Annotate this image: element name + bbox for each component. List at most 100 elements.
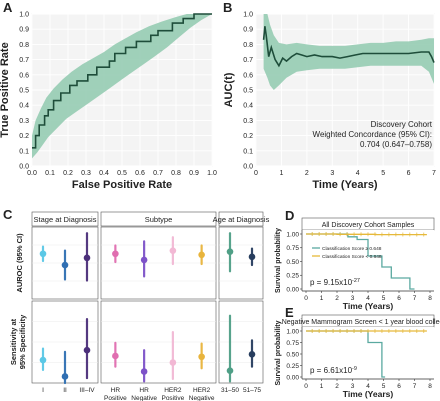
x-tick-label: 7 bbox=[413, 295, 417, 302]
y-tick-label: 0.9 bbox=[19, 27, 29, 34]
x-tick-label: 0.7 bbox=[153, 170, 163, 177]
y-tick-label: 0.75 bbox=[286, 245, 299, 252]
x-tick-label: 0.6 bbox=[135, 170, 145, 177]
y-tick-label: 0.5 bbox=[19, 88, 29, 95]
category-label: Negative bbox=[189, 395, 215, 401]
y-tick-label: 0.4 bbox=[243, 103, 253, 110]
panel-letter-d: D bbox=[285, 208, 294, 223]
data-point bbox=[112, 352, 119, 360]
category-label: HR bbox=[139, 387, 149, 394]
curve-B bbox=[262, 26, 435, 68]
p-value: p = 6.61x10-9 bbox=[310, 366, 357, 375]
category-label: I bbox=[42, 387, 44, 394]
x-tick-label: 0 bbox=[304, 295, 308, 302]
x-tick-label: 8 bbox=[428, 295, 432, 302]
category-label: HR bbox=[111, 387, 121, 394]
x-tick-label: 4 bbox=[366, 383, 370, 390]
data-point bbox=[248, 253, 256, 261]
data-point bbox=[39, 356, 47, 364]
facet-title: Age at Diagnosis bbox=[213, 215, 270, 224]
y-tick-label: 0.0 bbox=[19, 164, 29, 171]
x-tick-label: 0.1 bbox=[45, 170, 55, 177]
facet-title: Subtype bbox=[145, 215, 173, 224]
facet-title: Stage at Diagnosis bbox=[34, 215, 97, 224]
category-label: 31–50 bbox=[221, 387, 239, 394]
data-point bbox=[61, 261, 69, 269]
survival-title: All Discovery Cohort Samples bbox=[322, 222, 415, 229]
p-value: p = 9.15x10-27 bbox=[310, 278, 360, 287]
data-point bbox=[112, 250, 119, 258]
data-point bbox=[140, 256, 148, 264]
x-tick-label: 3 bbox=[351, 383, 355, 390]
data-point bbox=[83, 346, 91, 354]
y-tick-label: 0.25 bbox=[286, 363, 299, 370]
x-tick-label: 6 bbox=[407, 170, 411, 177]
y-axis-label: Survival probability bbox=[275, 228, 282, 293]
y-tick-label: 0.00 bbox=[286, 374, 299, 381]
x-axis-label: Time (Years) bbox=[343, 389, 394, 399]
y-axis-label-sensitivity: Sensitivity at bbox=[9, 318, 18, 365]
category-label: II bbox=[63, 387, 67, 394]
x-tick-label: 5 bbox=[382, 383, 386, 390]
category-label: Positive bbox=[161, 395, 184, 401]
p-value-exponent: -27 bbox=[352, 278, 360, 284]
annotation-line: Discovery Cohort bbox=[371, 120, 433, 129]
y-tick-label: 0.2 bbox=[19, 133, 29, 140]
y-tick-label: 0.0 bbox=[243, 164, 253, 171]
y-tick-label: 0.3 bbox=[19, 118, 29, 125]
y-tick-label: 0.7 bbox=[243, 57, 253, 64]
x-tick-label: 4 bbox=[366, 295, 370, 302]
x-tick-label: 7 bbox=[432, 170, 436, 177]
y-tick-label: 1.00 bbox=[286, 231, 299, 238]
x-tick-label: 5 bbox=[381, 170, 385, 177]
y-tick-label: 0.7 bbox=[19, 57, 29, 64]
y-tick-label: 0.50 bbox=[286, 351, 299, 358]
y-tick-label: 1.0 bbox=[19, 12, 29, 19]
y-tick-label: 0.9 bbox=[243, 27, 253, 34]
x-tick-label: 2 bbox=[335, 295, 339, 302]
panel-letter-c: C bbox=[3, 207, 13, 222]
x-tick-label: 1.0 bbox=[207, 170, 217, 177]
data-point bbox=[169, 359, 177, 366]
facet-header bbox=[100, 211, 217, 227]
x-tick-label: 6 bbox=[397, 383, 401, 390]
x-tick-label: 2 bbox=[305, 170, 309, 177]
y-tick-label: 0.3 bbox=[243, 118, 253, 125]
x-tick-label: 1 bbox=[279, 170, 283, 177]
x-tick-label: 6 bbox=[397, 295, 401, 302]
km-curve bbox=[306, 233, 427, 236]
x-tick-label: 5 bbox=[382, 295, 386, 302]
data-point bbox=[198, 353, 205, 361]
y-tick-label: 0.8 bbox=[243, 42, 253, 49]
x-tick-label: 2 bbox=[335, 383, 339, 390]
x-tick-label: 8 bbox=[428, 383, 432, 390]
panel-letter-b: B bbox=[223, 0, 232, 15]
x-tick-label: 0.9 bbox=[189, 170, 199, 177]
x-tick-label: 0.4 bbox=[99, 170, 109, 177]
y-tick-label: 1.0 bbox=[243, 12, 253, 19]
data-point bbox=[248, 351, 256, 358]
legend-label: Classification Score ≥ 0.648 bbox=[322, 246, 382, 252]
x-tick-label: 7 bbox=[413, 383, 417, 390]
x-axis-label: Time (Years) bbox=[312, 179, 378, 191]
facet-header bbox=[218, 211, 264, 227]
x-tick-label: 3 bbox=[330, 170, 334, 177]
y-tick-label: 0.4 bbox=[19, 103, 29, 110]
y-tick-label: 0.2 bbox=[243, 133, 253, 140]
x-tick-label: 0 bbox=[254, 170, 258, 177]
data-point bbox=[226, 248, 234, 255]
data-point bbox=[169, 247, 177, 254]
x-axis-label: Time (Years) bbox=[343, 301, 394, 311]
annotation-line: 0.704 (0.647–0.758) bbox=[360, 140, 432, 149]
category-label: Positive bbox=[104, 395, 127, 401]
category-label: HER2 bbox=[193, 387, 211, 394]
data-point bbox=[198, 251, 205, 259]
x-tick-label: 1 bbox=[320, 295, 324, 302]
data-point bbox=[140, 368, 148, 375]
data-point bbox=[83, 254, 91, 262]
y-tick-label: 0.6 bbox=[19, 72, 29, 79]
y-tick-label: 0.25 bbox=[286, 273, 299, 280]
x-axis-label: False Positive Rate bbox=[72, 179, 172, 191]
y-axis-label: True Positive Rate bbox=[0, 42, 11, 137]
x-tick-label: 0.3 bbox=[81, 170, 91, 177]
